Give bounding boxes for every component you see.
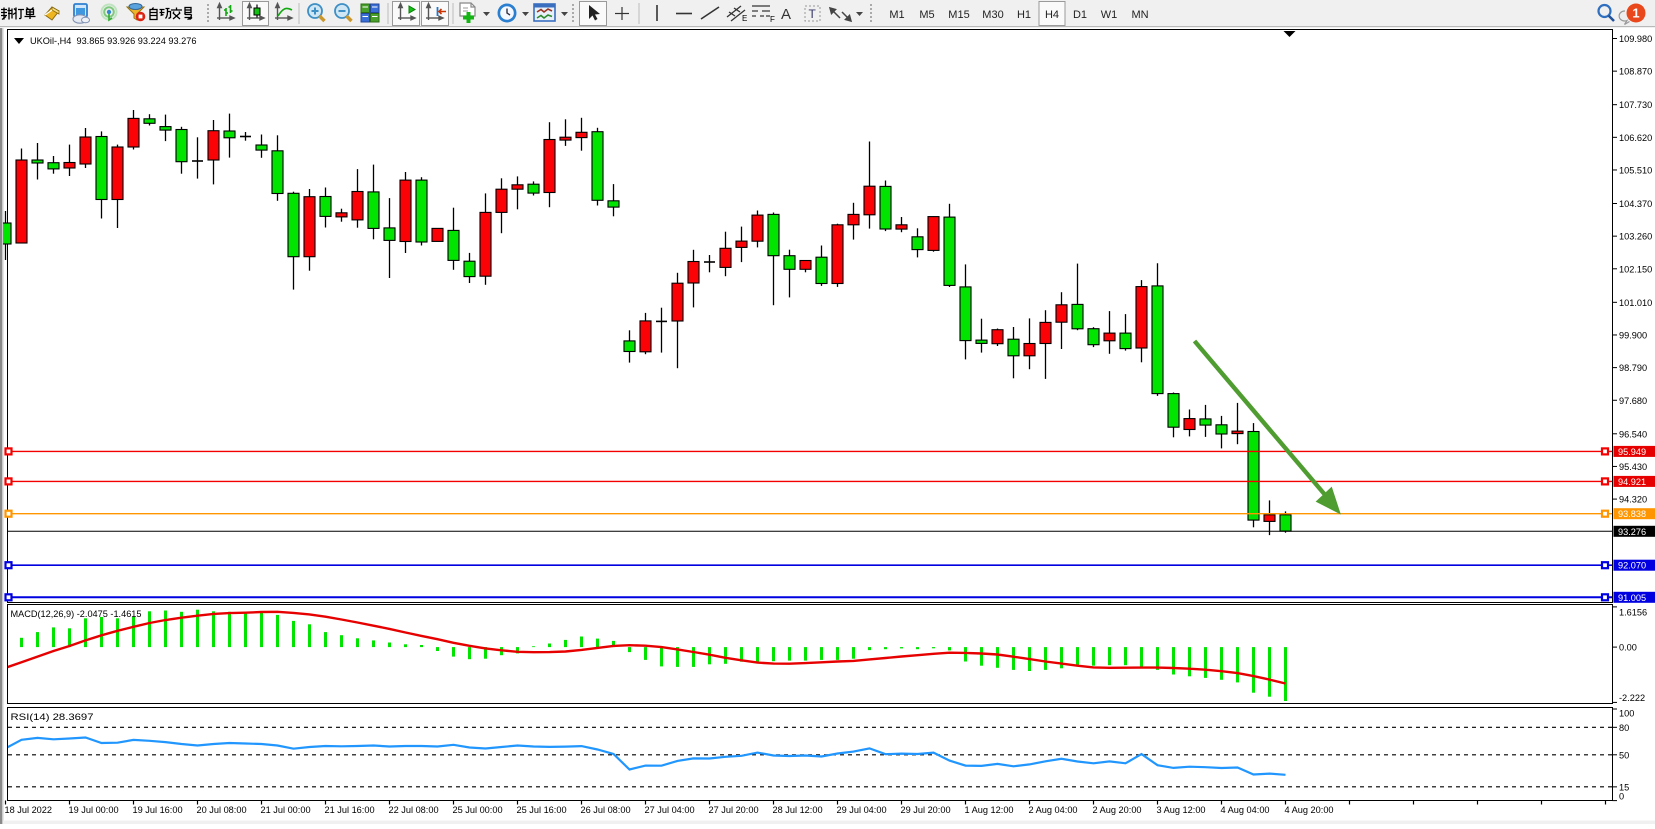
- svg-text:104.370: 104.370: [1619, 199, 1652, 209]
- svg-text:25 Jul 16:00: 25 Jul 16:00: [517, 805, 567, 815]
- svg-text:18 Jul 2022: 18 Jul 2022: [5, 805, 53, 815]
- svg-text:107.730: 107.730: [1619, 100, 1652, 110]
- svg-text:M1: M1: [889, 9, 904, 21]
- svg-text:95.949: 95.949: [1618, 447, 1646, 457]
- svg-text:RSI(14) 28.3697: RSI(14) 28.3697: [11, 712, 94, 722]
- svg-text:4 Aug 04:00: 4 Aug 04:00: [1221, 805, 1270, 815]
- svg-text:98.790: 98.790: [1619, 363, 1647, 373]
- svg-text:0: 0: [1619, 792, 1624, 802]
- svg-text:F: F: [770, 15, 775, 24]
- svg-text:109.980: 109.980: [1619, 34, 1652, 44]
- svg-text:103.260: 103.260: [1619, 232, 1652, 242]
- svg-text:29 Jul 20:00: 29 Jul 20:00: [901, 805, 951, 815]
- svg-text:27 Jul 04:00: 27 Jul 04:00: [645, 805, 695, 815]
- svg-text:100: 100: [1619, 709, 1634, 719]
- svg-text:50: 50: [1619, 750, 1629, 760]
- svg-text:21 Jul 00:00: 21 Jul 00:00: [261, 805, 311, 815]
- svg-text:1 Aug 12:00: 1 Aug 12:00: [965, 805, 1014, 815]
- svg-text:26 Jul 08:00: 26 Jul 08:00: [581, 805, 631, 815]
- svg-text:99.900: 99.900: [1619, 330, 1647, 340]
- svg-text:MACD(12,26,9) -2.0475 -1.4615: MACD(12,26,9) -2.0475 -1.4615: [11, 609, 142, 619]
- svg-text:101.010: 101.010: [1619, 298, 1652, 308]
- svg-text:97.680: 97.680: [1619, 396, 1647, 406]
- svg-text:94.320: 94.320: [1619, 495, 1647, 505]
- svg-text:0.00: 0.00: [1619, 643, 1637, 653]
- svg-text:105.510: 105.510: [1619, 165, 1652, 175]
- svg-text:102.150: 102.150: [1619, 264, 1652, 274]
- svg-text:93.838: 93.838: [1618, 509, 1646, 519]
- svg-text:D1: D1: [1073, 9, 1087, 21]
- svg-text:1: 1: [1632, 6, 1639, 21]
- svg-text:1.6156: 1.6156: [1619, 608, 1647, 618]
- svg-text:3 Aug 12:00: 3 Aug 12:00: [1157, 805, 1206, 815]
- svg-text:2 Aug 04:00: 2 Aug 04:00: [1029, 805, 1078, 815]
- svg-text:28 Jul 12:00: 28 Jul 12:00: [773, 805, 823, 815]
- svg-text:80: 80: [1619, 723, 1629, 733]
- svg-text:96.540: 96.540: [1619, 429, 1647, 439]
- svg-text:W1: W1: [1101, 9, 1118, 21]
- svg-text:20 Jul 08:00: 20 Jul 08:00: [197, 805, 247, 815]
- svg-text:E: E: [742, 14, 747, 23]
- svg-text:A: A: [781, 6, 791, 23]
- svg-text:M15: M15: [948, 9, 969, 21]
- svg-text:108.870: 108.870: [1619, 67, 1652, 77]
- svg-text:H4: H4: [1045, 9, 1059, 21]
- svg-text:92.070: 92.070: [1618, 561, 1646, 571]
- svg-text:25 Jul 00:00: 25 Jul 00:00: [453, 805, 503, 815]
- svg-text:27 Jul 20:00: 27 Jul 20:00: [709, 805, 759, 815]
- svg-text:-2.222: -2.222: [1619, 693, 1645, 703]
- svg-text:94.921: 94.921: [1618, 477, 1646, 487]
- svg-text:H1: H1: [1017, 9, 1031, 21]
- svg-text:106.620: 106.620: [1619, 133, 1652, 143]
- svg-text:MN: MN: [1131, 9, 1148, 21]
- svg-text:T: T: [809, 7, 817, 21]
- svg-text:93.276: 93.276: [1618, 527, 1646, 537]
- svg-text:19 Jul 00:00: 19 Jul 00:00: [69, 805, 119, 815]
- svg-text:22 Jul 08:00: 22 Jul 08:00: [389, 805, 439, 815]
- svg-text:19 Jul 16:00: 19 Jul 16:00: [133, 805, 183, 815]
- svg-text:21 Jul 16:00: 21 Jul 16:00: [325, 805, 375, 815]
- svg-text:29 Jul 04:00: 29 Jul 04:00: [837, 805, 887, 815]
- svg-text:M5: M5: [919, 9, 934, 21]
- svg-text:91.005: 91.005: [1618, 593, 1646, 603]
- svg-text:2 Aug 20:00: 2 Aug 20:00: [1093, 805, 1142, 815]
- svg-text:UKOil-,H4 93.865 93.926 93.22: UKOil-,H4 93.865 93.926 93.224 93.276: [30, 36, 197, 46]
- svg-text:4 Aug 20:00: 4 Aug 20:00: [1285, 805, 1334, 815]
- svg-text:95.430: 95.430: [1619, 462, 1647, 472]
- svg-text:M30: M30: [982, 9, 1003, 21]
